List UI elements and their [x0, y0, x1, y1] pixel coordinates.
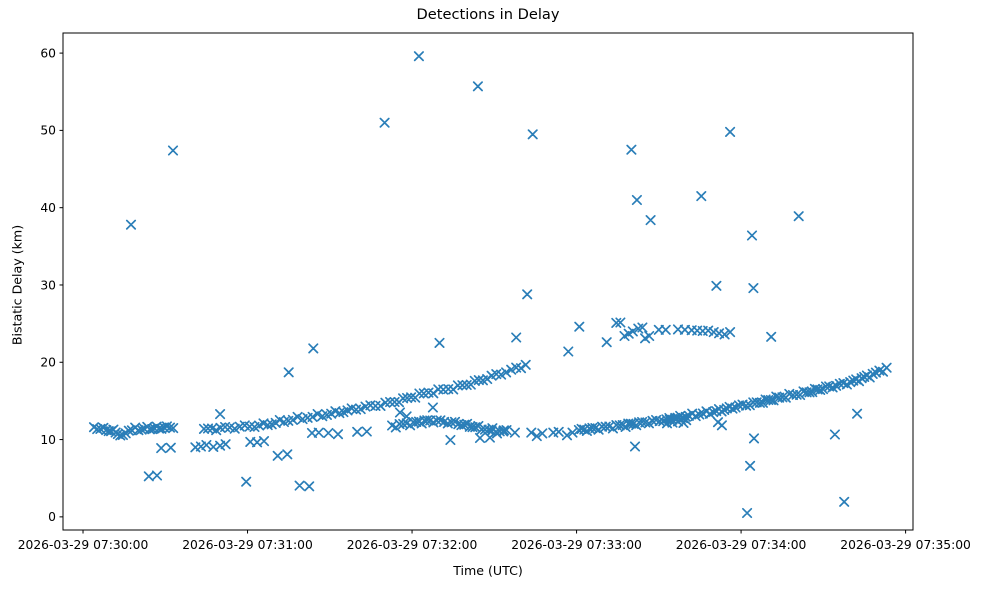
- x-axis-label: Time (UTC): [453, 563, 523, 578]
- x-tick-label: 2026-03-29 07:33:00: [511, 538, 642, 552]
- data-point-markers: [88, 51, 892, 519]
- x-tick-label: 2026-03-29 07:32:00: [347, 538, 478, 552]
- y-tick-label: 30: [40, 278, 56, 292]
- x-tick-label: 2026-03-29 07:35:00: [840, 538, 971, 552]
- y-tick-label: 40: [40, 201, 56, 215]
- x-tick-label: 2026-03-29 07:34:00: [676, 538, 807, 552]
- y-tick-label: 50: [40, 124, 56, 138]
- x-tick-label: 2026-03-29 07:31:00: [182, 538, 313, 552]
- y-tick-label: 0: [48, 510, 56, 524]
- y-axis-label: Bistatic Delay (km): [9, 224, 25, 346]
- y-tick-label: 10: [40, 433, 56, 447]
- x-tick-label: 2026-03-29 07:30:00: [18, 538, 149, 552]
- plot-frame: [62, 32, 914, 531]
- chart-title: Detections in Delay: [416, 6, 560, 23]
- y-tick-label: 20: [40, 356, 56, 370]
- y-tick-label: 60: [40, 46, 56, 60]
